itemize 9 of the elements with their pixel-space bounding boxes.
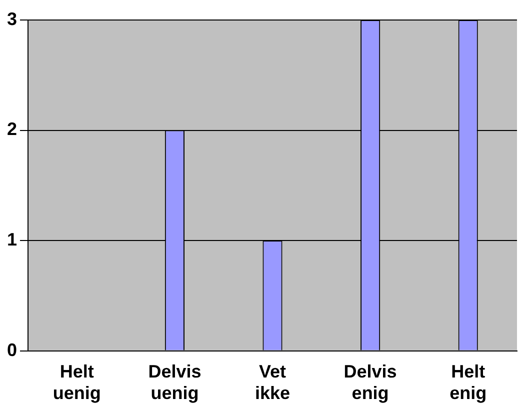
y-tick-label: 1 bbox=[6, 230, 18, 250]
x-tick-label: Delvis uenig bbox=[148, 362, 202, 404]
x-tick-label: Helt uenig bbox=[52, 362, 101, 404]
x-tick-label: Helt enig bbox=[450, 362, 487, 404]
x-tick-label: Delvis enig bbox=[344, 362, 397, 404]
x-tick-label: Vet ikke bbox=[254, 362, 290, 404]
y-tick-label: 3 bbox=[6, 8, 18, 29]
y-tick-label: 2 bbox=[6, 119, 18, 140]
y-tick-label: 0 bbox=[6, 340, 18, 360]
